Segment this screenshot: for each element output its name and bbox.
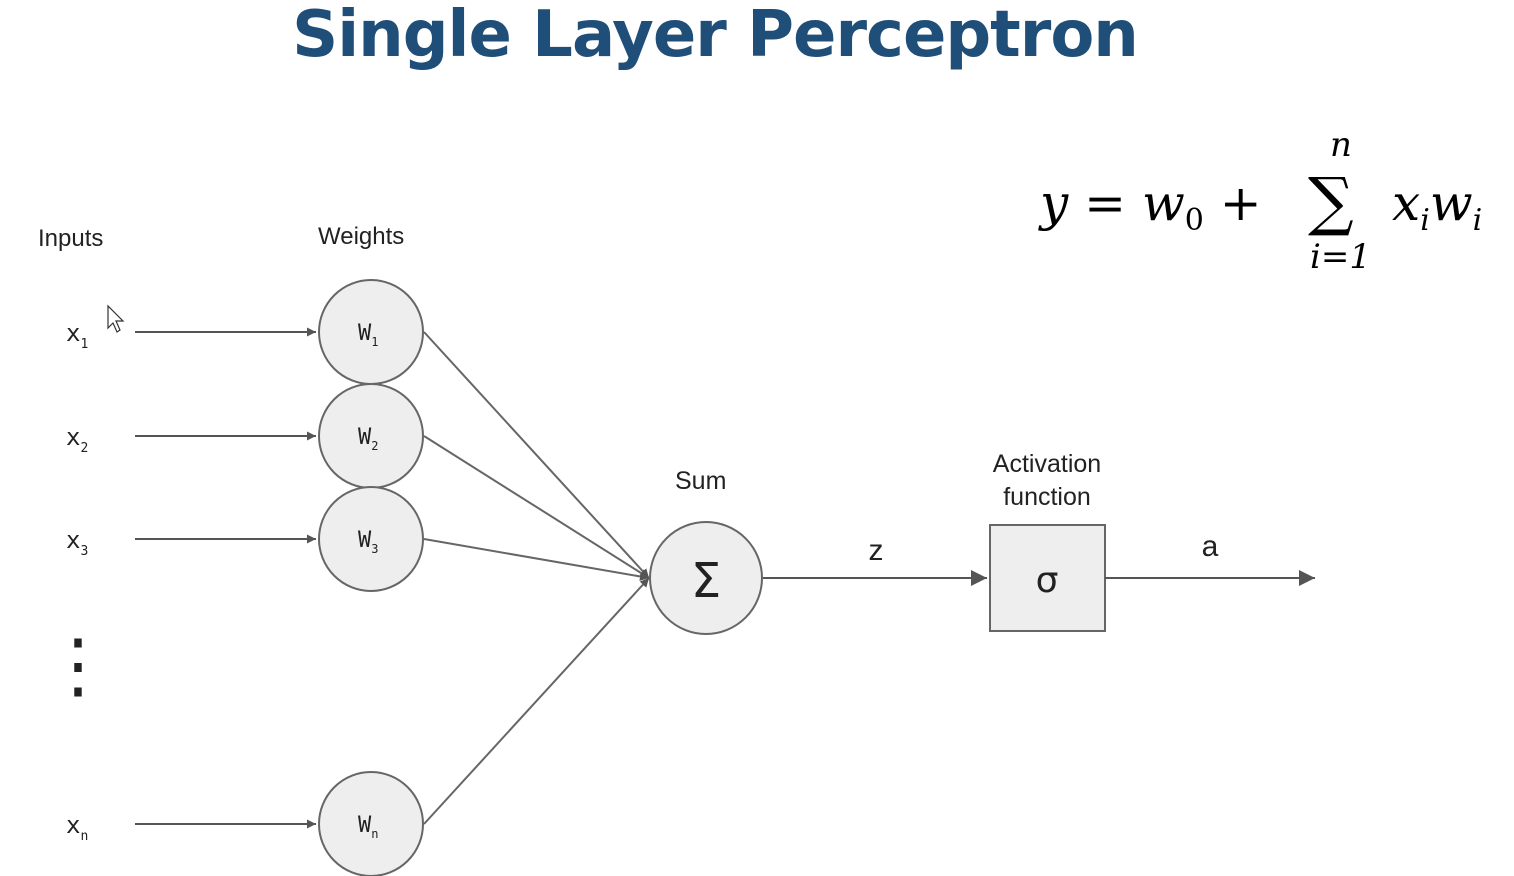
ellipsis-dots: ⋮	[42, 623, 114, 707]
page-title: Single Layer Perceptron	[292, 0, 1139, 72]
activation-box	[989, 524, 1106, 632]
formula-w2: w	[1429, 174, 1473, 232]
input-label: xn	[66, 811, 88, 844]
activation-symbol: σ	[1036, 560, 1059, 601]
formula-w: w	[1141, 174, 1185, 232]
formula-upper-limit: n	[1330, 125, 1352, 165]
mouse-cursor-icon	[107, 304, 125, 333]
formula-w-sub: 0	[1184, 203, 1204, 238]
weight-connector	[423, 331, 650, 579]
formula-plus: +	[1219, 174, 1262, 232]
weight-node	[318, 486, 424, 592]
inputs-heading: Inputs	[38, 225, 103, 252]
weight-label: W2	[358, 425, 378, 453]
formula-y: y	[1040, 174, 1069, 232]
formula-w2-sub: i	[1472, 203, 1483, 238]
weight-label: Wn	[358, 813, 378, 841]
weights-heading: Weights	[318, 223, 404, 250]
weight-node	[318, 771, 424, 876]
input-label: x1	[66, 319, 88, 352]
input-label: x3	[66, 526, 88, 559]
sum-node	[649, 521, 763, 635]
activation-heading-line2: function	[1003, 483, 1091, 511]
formula-equals: =	[1084, 174, 1127, 232]
input-label: x2	[66, 423, 88, 456]
formula-lower-limit: i=1	[1310, 237, 1371, 277]
formula-x-sub: i	[1420, 203, 1430, 238]
formula-x: x	[1392, 174, 1421, 232]
sum-symbol: Σ	[691, 553, 721, 609]
z-label: z	[869, 534, 884, 567]
sum-formula: y = w0 + n ∑ i=1 xiwi	[1040, 128, 1510, 278]
weight-label: W1	[358, 321, 378, 349]
activation-heading-line1: Activation	[993, 450, 1101, 478]
sum-heading: Sum	[675, 467, 726, 495]
weight-label: W3	[358, 528, 378, 556]
weight-connector	[423, 577, 650, 825]
weight-connector	[423, 435, 650, 579]
a-label: a	[1202, 530, 1219, 563]
formula-sigma: ∑	[1308, 165, 1354, 239]
weight-connector	[423, 538, 650, 581]
